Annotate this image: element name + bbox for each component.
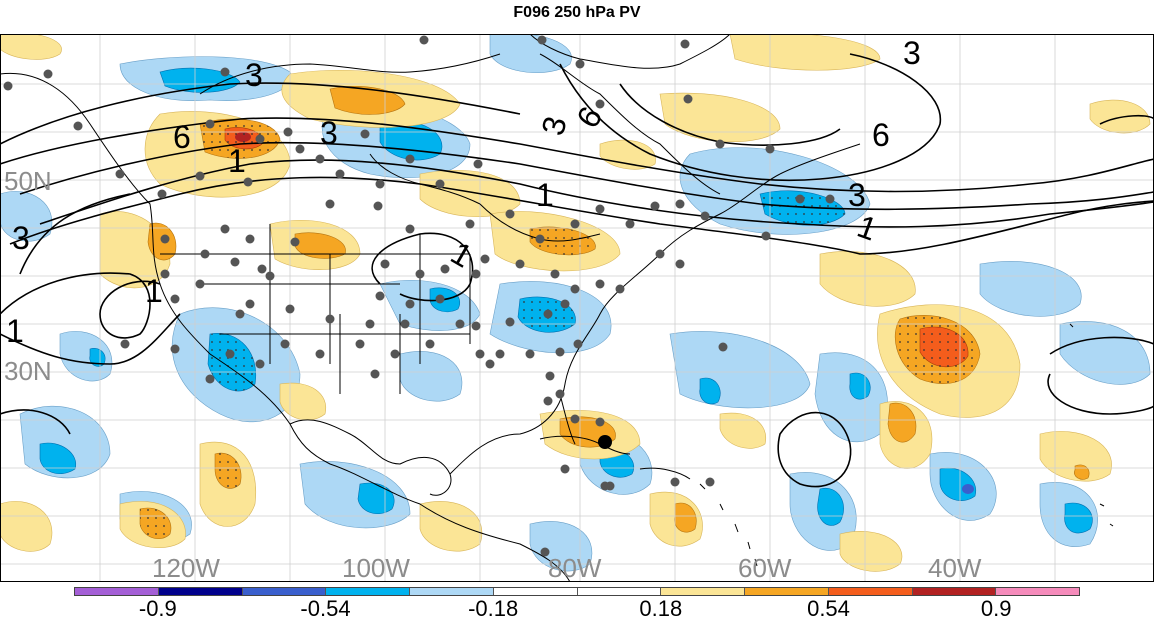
colorbar-swatch (661, 588, 745, 595)
lon-label-60w: 60W (738, 553, 792, 582)
pv-map: 3 3 6 6 3 1 3 6 1 3 1 3 1 1 1 50N 30N 12… (0, 34, 1154, 582)
lat-label-30n: 30N (4, 356, 52, 386)
contour-label: 3 (903, 35, 921, 71)
contour-label: 1 (6, 313, 24, 349)
colorbar-label: -0.18 (468, 596, 519, 621)
contour-label: 6 (872, 117, 890, 153)
highlight-dot (598, 435, 612, 449)
contour-label: 6 (173, 119, 191, 155)
colorbar-swatch (577, 588, 662, 595)
contour-label: 3 (12, 220, 30, 256)
lon-label-120w: 120W (152, 553, 220, 582)
colorbar-swatch (242, 588, 327, 595)
colorbar-swatch (493, 588, 578, 595)
colorbar-label: -0.54 (300, 596, 351, 621)
lon-label-80w: 80W (548, 553, 602, 582)
colorbar-label: -0.9 (138, 596, 177, 621)
colorbar-swatch (828, 588, 913, 595)
latitude-labels: 50N 30N (4, 166, 52, 386)
contour-label: 3 (848, 177, 866, 213)
contour-label: 3 (245, 57, 263, 93)
lon-label-100w: 100W (342, 553, 410, 582)
colorbar-swatch (158, 588, 243, 595)
colorbar-label: 0.9 (980, 596, 1012, 621)
colorbar (74, 587, 1080, 596)
lat-label-50n: 50N (4, 166, 52, 196)
coastlines (0, 34, 1114, 582)
contour-label: 3 (320, 115, 338, 151)
colorbar-swatch (912, 588, 997, 595)
graticule (0, 34, 1154, 582)
contour-label: 1 (536, 177, 554, 213)
colorbar-swatch (326, 588, 410, 595)
contour-label: 1 (228, 143, 246, 179)
pv-contours (0, 53, 1154, 488)
longitude-labels: 120W 100W 80W 60W 40W (152, 553, 982, 582)
colorbar-label: 0.18 (639, 596, 683, 621)
colorbar-swatch (745, 588, 829, 595)
colorbar-label: 0.54 (807, 596, 850, 621)
colorbar-swatch (996, 588, 1079, 595)
colorbar-swatch (75, 588, 159, 595)
contour-label: 1 (145, 273, 163, 309)
deep-negative-core (962, 484, 974, 494)
map-title: F096 250 hPa PV (513, 4, 641, 21)
colorbar-swatch (410, 588, 494, 595)
lon-label-40w: 40W (928, 553, 982, 582)
station-dots (3, 35, 835, 557)
